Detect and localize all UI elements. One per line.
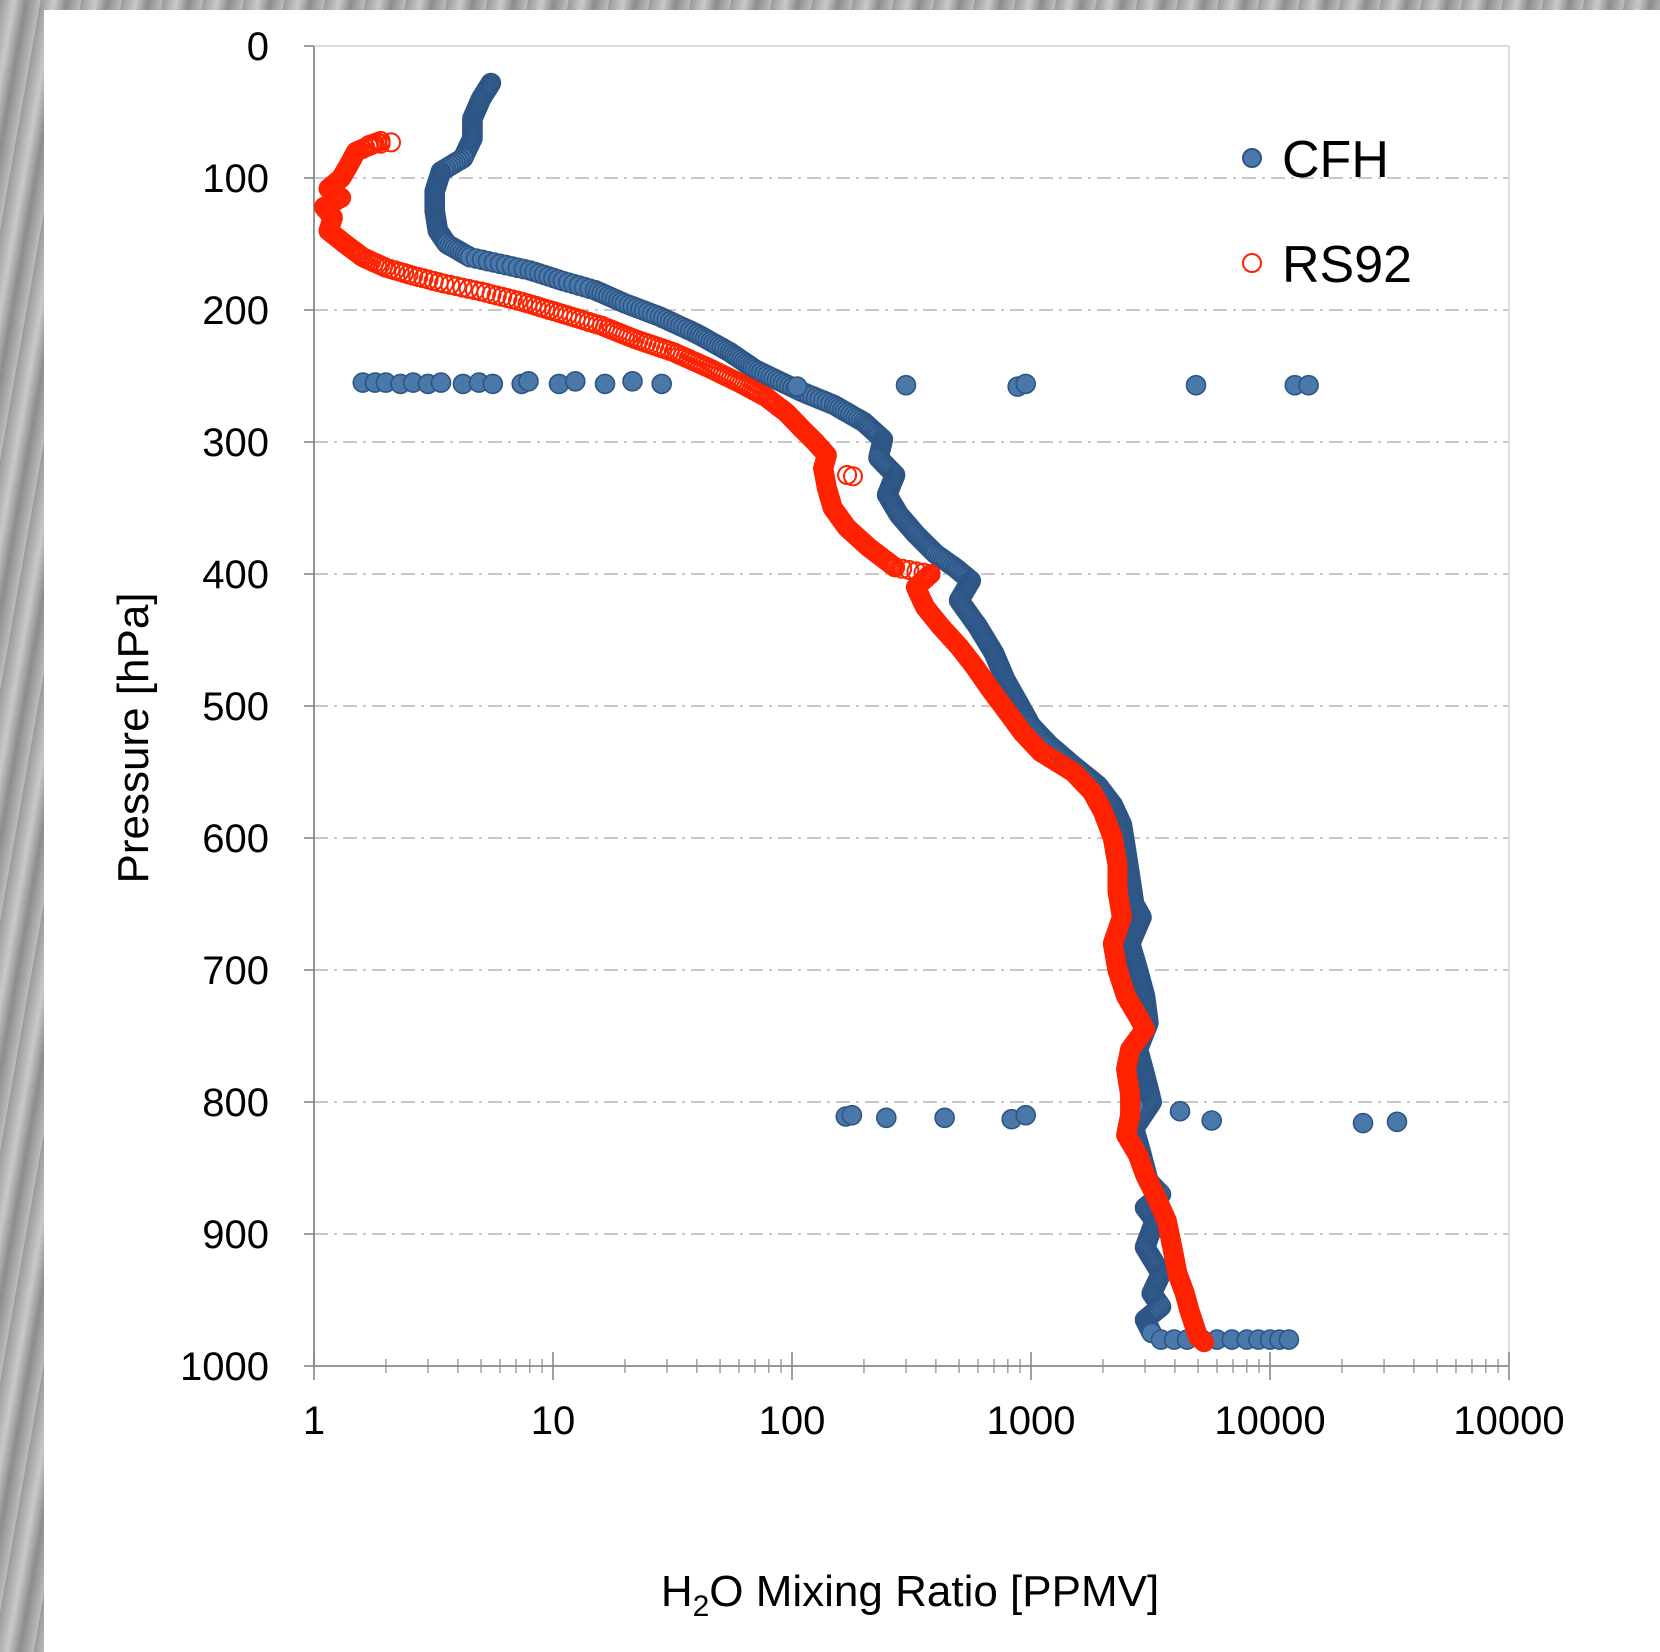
cfh-point: [564, 370, 586, 392]
legend-marker-cfh: [1242, 148, 1262, 168]
cfh-point: [934, 1107, 955, 1129]
rs92-point: [885, 557, 906, 578]
legend: CFH RS92: [1242, 131, 1412, 294]
cfh-point: [1386, 1111, 1408, 1133]
legend-label-cfh: CFH: [1282, 131, 1389, 189]
rs92-point: [1189, 1328, 1210, 1349]
legend-marker-rs92: [1242, 253, 1262, 273]
rs92-point: [883, 556, 904, 577]
cfh-point: [786, 376, 808, 397]
y-tick-label: 1000: [180, 1345, 269, 1389]
cfh-point: [1201, 1110, 1222, 1131]
rs92-point: [879, 553, 900, 574]
y-tick-label: 100: [202, 157, 269, 201]
cfh-point: [1185, 374, 1207, 396]
rs92-point: [1192, 1330, 1213, 1351]
y-tick-labels: 0 100 200 300 400 500 600 700 800 900 1000: [180, 25, 269, 1389]
legend-label-rs92: RS92: [1282, 236, 1412, 294]
series-rs92: [313, 131, 1215, 1353]
cfh-point: [518, 370, 539, 392]
cfh-point: [841, 1104, 863, 1126]
y-tick-label: 400: [202, 553, 269, 597]
x-tick-label: 1000: [987, 1399, 1076, 1443]
x-axis-title-rest: O Mixing Ratio [PPMV]: [709, 1567, 1159, 1616]
x-axis-title-subscript: 2: [693, 1590, 710, 1623]
rs92-point: [881, 554, 902, 575]
y-tick-label: 800: [202, 1081, 269, 1125]
cfh-point: [1169, 1100, 1191, 1122]
cfh-point: [875, 1107, 897, 1129]
x-tick-label: 10: [531, 1399, 576, 1443]
x-tick-label: 100: [759, 1399, 826, 1443]
rs92-point: [370, 133, 391, 154]
plot-axes: [304, 45, 1510, 1380]
cfh-point: [594, 373, 616, 395]
series-cfh: [352, 72, 1408, 1350]
cfh-point: [651, 373, 673, 395]
rs92-point: [1191, 1329, 1212, 1350]
cfh-point: [1015, 1104, 1037, 1126]
y-tick-label: 900: [202, 1213, 269, 1257]
x-tick-label: 10000: [1214, 1399, 1325, 1443]
chart-panel: 0 100 200 300 400 500 600 700 800 900 1000 1 10 100 1…: [44, 10, 1660, 1652]
y-tick-label: 0: [247, 25, 269, 69]
rs92-point: [1188, 1327, 1209, 1347]
y-axis-title: Pressure [hPa]: [109, 592, 158, 883]
cfh-point: [622, 370, 643, 392]
x-tick-label: 10000: [1453, 1399, 1564, 1443]
y-tick-label: 600: [202, 817, 269, 861]
cfh-point: [1015, 373, 1037, 395]
x-axis-title-base: H: [661, 1567, 693, 1616]
cfh-point: [482, 373, 504, 395]
rs92-point: [1194, 1332, 1215, 1353]
rs92-point: [381, 132, 401, 153]
x-tick-labels: 1 10 100 1000 10000 10000: [303, 1399, 1565, 1443]
cfh-point: [1298, 374, 1319, 396]
cfh-point: [430, 372, 452, 393]
y-tick-label: 300: [202, 421, 269, 465]
rs92-point: [843, 466, 863, 487]
cfh-point: [1352, 1112, 1374, 1134]
y-tick-label: 500: [202, 685, 269, 729]
gridlines: [314, 177, 1509, 1235]
x-tick-label: 1: [303, 1399, 325, 1443]
cfh-point: [1278, 1329, 1300, 1350]
y-tick-label: 700: [202, 949, 269, 993]
cfh-point: [895, 374, 917, 396]
x-axis-title: H2O Mixing Ratio [PPMV]: [661, 1567, 1159, 1623]
y-tick-label: 200: [202, 289, 269, 333]
rs92-point: [892, 558, 913, 579]
rs92-point: [899, 560, 920, 580]
